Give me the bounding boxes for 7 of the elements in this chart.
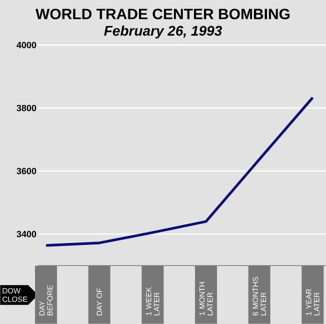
- line-series: [44, 96, 314, 247]
- chart-title: WORLD TRADE CENTER BOMBING: [36, 8, 290, 20]
- y-tick-label: 3800: [16, 104, 36, 112]
- y-tick-label: 3600: [16, 168, 36, 174]
- y-tick-label: 3400: [16, 230, 36, 238]
- chart-subtitle: February 26, 1993: [104, 25, 222, 39]
- y-tick-label: 4000: [16, 42, 36, 48]
